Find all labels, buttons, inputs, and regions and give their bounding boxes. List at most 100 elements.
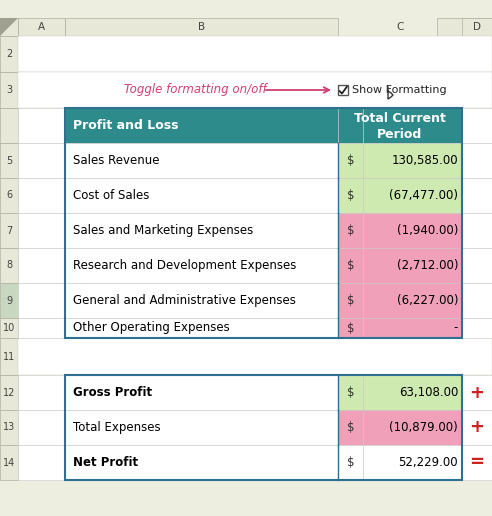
Bar: [338, 283, 363, 318]
Text: $: $: [347, 421, 354, 434]
Bar: [18, 318, 65, 338]
Bar: [462, 18, 492, 36]
Bar: [363, 143, 462, 178]
Text: 8: 8: [6, 261, 12, 270]
Bar: [65, 248, 338, 283]
Bar: [363, 318, 462, 338]
Bar: [0, 143, 18, 178]
Text: 130,585.00: 130,585.00: [391, 154, 458, 167]
Bar: [0, 72, 18, 108]
Text: 3: 3: [6, 85, 12, 95]
Bar: [437, 18, 492, 36]
Text: (1,940.00): (1,940.00): [397, 224, 458, 237]
Text: -: -: [454, 321, 458, 334]
Bar: [338, 318, 363, 338]
Bar: [0, 108, 18, 143]
Bar: [462, 143, 492, 178]
Bar: [363, 178, 462, 213]
Text: $: $: [347, 294, 354, 307]
Bar: [18, 338, 492, 375]
Bar: [338, 143, 363, 178]
Text: 52,229.00: 52,229.00: [399, 456, 458, 469]
Text: Research and Development Expenses: Research and Development Expenses: [73, 259, 296, 272]
Text: (6,227.00): (6,227.00): [397, 294, 458, 307]
Text: $: $: [347, 386, 354, 399]
Bar: [0, 445, 18, 480]
Bar: [0, 480, 492, 516]
Text: 63,108.00: 63,108.00: [399, 386, 458, 399]
Polygon shape: [0, 18, 18, 36]
Bar: [338, 178, 363, 213]
Text: Total Current: Total Current: [354, 112, 446, 125]
Text: $: $: [347, 154, 354, 167]
Bar: [18, 18, 65, 36]
Bar: [65, 213, 338, 248]
Text: $: $: [347, 259, 354, 272]
Text: 9: 9: [6, 296, 12, 305]
Text: $: $: [347, 456, 354, 469]
Bar: [18, 248, 65, 283]
Text: +: +: [469, 418, 485, 437]
Bar: [0, 410, 18, 445]
Text: Net Profit: Net Profit: [73, 456, 138, 469]
Text: Profit and Loss: Profit and Loss: [73, 119, 179, 132]
Bar: [363, 410, 462, 445]
Text: Show Formatting: Show Formatting: [352, 85, 447, 95]
Bar: [0, 213, 18, 248]
Bar: [462, 248, 492, 283]
Text: B: B: [198, 22, 205, 32]
Bar: [65, 108, 338, 143]
Text: Cost of Sales: Cost of Sales: [73, 189, 150, 202]
Bar: [0, 338, 18, 375]
Bar: [65, 283, 338, 318]
Bar: [65, 318, 338, 338]
Bar: [18, 72, 492, 108]
Text: General and Administrative Expenses: General and Administrative Expenses: [73, 294, 296, 307]
Text: D: D: [473, 22, 481, 32]
Text: $: $: [347, 224, 354, 237]
Bar: [462, 283, 492, 318]
Text: 13: 13: [3, 423, 15, 432]
Bar: [65, 143, 338, 178]
Text: +: +: [469, 383, 485, 401]
Bar: [338, 248, 363, 283]
Text: Total Expenses: Total Expenses: [73, 421, 160, 434]
Text: Toggle formatting on/off: Toggle formatting on/off: [123, 84, 266, 96]
Bar: [462, 318, 492, 338]
Text: (67,477.00): (67,477.00): [389, 189, 458, 202]
Bar: [363, 213, 462, 248]
Bar: [0, 248, 18, 283]
Text: Sales and Marketing Expenses: Sales and Marketing Expenses: [73, 224, 253, 237]
Text: 2: 2: [6, 49, 12, 59]
Text: =: =: [469, 454, 485, 472]
Bar: [363, 108, 462, 143]
Text: 10: 10: [3, 323, 15, 333]
Bar: [65, 108, 462, 338]
Bar: [363, 283, 462, 318]
Bar: [18, 213, 65, 248]
Text: $: $: [347, 321, 354, 334]
Bar: [363, 375, 462, 410]
Text: 12: 12: [3, 388, 15, 397]
Bar: [462, 108, 492, 143]
Bar: [65, 410, 338, 445]
Bar: [18, 178, 65, 213]
Bar: [462, 410, 492, 445]
Bar: [338, 213, 363, 248]
Text: 7: 7: [6, 225, 12, 235]
Text: 5: 5: [6, 155, 12, 166]
Bar: [18, 283, 65, 318]
Bar: [0, 375, 18, 410]
Bar: [338, 410, 363, 445]
Bar: [65, 178, 338, 213]
Text: (10,879.00): (10,879.00): [389, 421, 458, 434]
Bar: [0, 318, 18, 338]
Bar: [338, 108, 363, 143]
Text: Sales Revenue: Sales Revenue: [73, 154, 159, 167]
Bar: [0, 283, 18, 318]
Bar: [338, 445, 363, 480]
Bar: [65, 18, 338, 36]
Text: 6: 6: [6, 190, 12, 201]
Bar: [65, 375, 462, 480]
Text: C: C: [397, 22, 404, 32]
